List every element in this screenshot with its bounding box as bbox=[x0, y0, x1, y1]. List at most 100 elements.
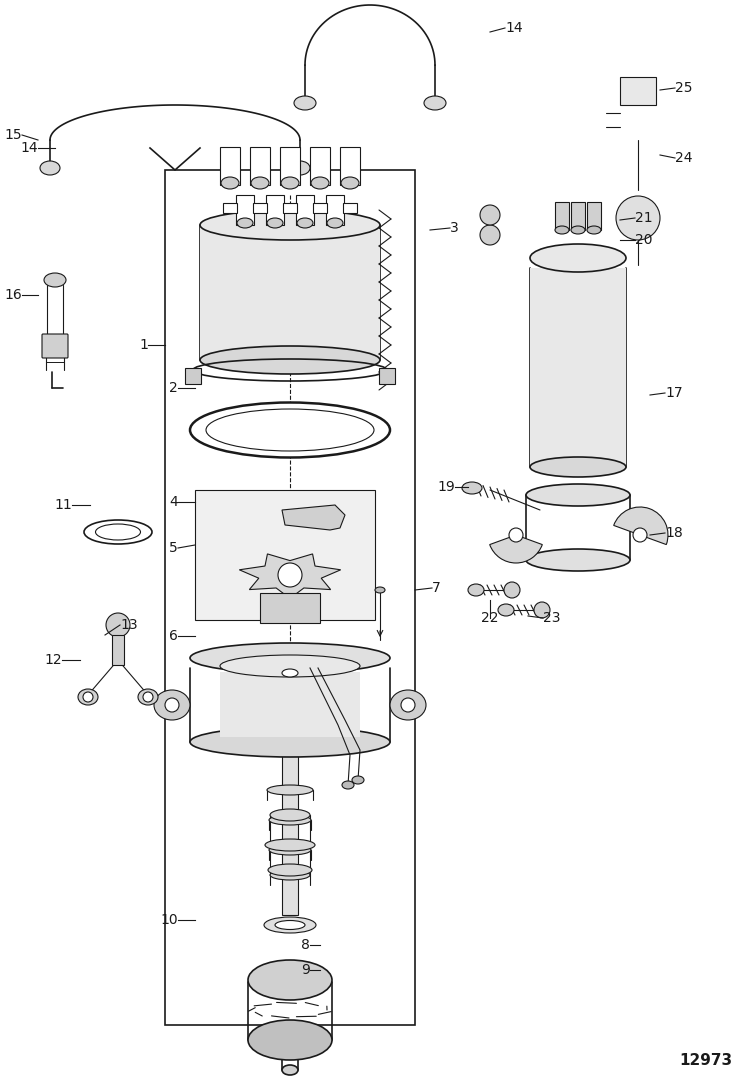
Bar bbox=[236, 195, 254, 225]
Bar bbox=[260, 593, 320, 624]
Ellipse shape bbox=[190, 643, 390, 673]
Ellipse shape bbox=[44, 273, 66, 287]
Ellipse shape bbox=[294, 96, 316, 110]
Ellipse shape bbox=[265, 839, 315, 851]
Text: 6: 6 bbox=[170, 629, 178, 643]
Bar bbox=[112, 636, 124, 665]
Ellipse shape bbox=[200, 210, 380, 240]
Ellipse shape bbox=[248, 1020, 332, 1060]
Text: 4: 4 bbox=[170, 495, 178, 509]
Ellipse shape bbox=[268, 864, 312, 876]
Text: 20: 20 bbox=[635, 233, 652, 247]
Bar bbox=[250, 147, 270, 185]
Text: 14: 14 bbox=[20, 141, 38, 155]
Text: 3: 3 bbox=[450, 221, 459, 235]
Circle shape bbox=[143, 692, 153, 702]
Circle shape bbox=[106, 613, 130, 637]
Text: 18: 18 bbox=[665, 526, 682, 541]
Ellipse shape bbox=[281, 177, 299, 189]
Bar bbox=[195, 490, 375, 620]
Ellipse shape bbox=[275, 921, 305, 929]
Ellipse shape bbox=[468, 584, 484, 596]
Circle shape bbox=[278, 563, 302, 587]
Bar bbox=[326, 195, 344, 225]
Text: 19: 19 bbox=[437, 480, 455, 494]
Ellipse shape bbox=[40, 161, 60, 175]
Ellipse shape bbox=[251, 177, 269, 189]
Bar bbox=[530, 268, 626, 467]
Text: 21: 21 bbox=[635, 211, 652, 225]
Bar bbox=[313, 203, 327, 213]
Text: 13: 13 bbox=[120, 618, 138, 632]
Ellipse shape bbox=[311, 177, 329, 189]
Ellipse shape bbox=[526, 484, 630, 506]
Circle shape bbox=[616, 195, 660, 240]
Bar bbox=[282, 747, 298, 915]
Ellipse shape bbox=[341, 177, 359, 189]
Ellipse shape bbox=[297, 218, 313, 228]
Text: 16: 16 bbox=[4, 288, 22, 302]
Text: 1: 1 bbox=[140, 339, 148, 352]
Ellipse shape bbox=[530, 456, 626, 477]
Text: 25: 25 bbox=[675, 81, 692, 95]
Circle shape bbox=[504, 582, 520, 598]
Bar bbox=[280, 147, 300, 185]
Ellipse shape bbox=[352, 776, 364, 784]
Text: 23: 23 bbox=[543, 612, 560, 625]
Polygon shape bbox=[282, 505, 345, 530]
Circle shape bbox=[509, 529, 523, 542]
Ellipse shape bbox=[269, 845, 311, 855]
Ellipse shape bbox=[282, 1065, 298, 1075]
Ellipse shape bbox=[282, 669, 298, 677]
Bar bbox=[220, 147, 240, 185]
Ellipse shape bbox=[269, 815, 311, 824]
Ellipse shape bbox=[390, 690, 426, 720]
Bar bbox=[340, 147, 360, 185]
Ellipse shape bbox=[571, 226, 585, 234]
Bar bbox=[571, 202, 585, 230]
Ellipse shape bbox=[342, 781, 354, 790]
Text: 17: 17 bbox=[665, 385, 682, 400]
Text: 10: 10 bbox=[160, 913, 178, 927]
Text: 8: 8 bbox=[301, 938, 310, 952]
Circle shape bbox=[401, 698, 415, 712]
Ellipse shape bbox=[190, 727, 390, 757]
Text: 12: 12 bbox=[44, 653, 62, 667]
Ellipse shape bbox=[237, 218, 253, 228]
Ellipse shape bbox=[206, 410, 374, 451]
Ellipse shape bbox=[267, 218, 283, 228]
Bar bbox=[283, 203, 297, 213]
Ellipse shape bbox=[290, 161, 310, 175]
Ellipse shape bbox=[270, 870, 310, 880]
Ellipse shape bbox=[267, 785, 313, 795]
Polygon shape bbox=[239, 554, 340, 598]
Ellipse shape bbox=[327, 218, 343, 228]
Bar bbox=[379, 368, 395, 384]
Ellipse shape bbox=[375, 587, 385, 593]
Ellipse shape bbox=[424, 96, 446, 110]
Text: 11: 11 bbox=[54, 498, 72, 512]
Circle shape bbox=[83, 692, 93, 702]
Ellipse shape bbox=[95, 524, 140, 541]
Bar bbox=[253, 203, 267, 213]
Bar bbox=[266, 195, 284, 225]
Ellipse shape bbox=[190, 403, 390, 458]
Ellipse shape bbox=[78, 689, 98, 705]
Circle shape bbox=[480, 205, 500, 225]
Bar bbox=[185, 368, 201, 384]
Bar bbox=[165, 170, 415, 1025]
Text: 15: 15 bbox=[4, 128, 22, 142]
Ellipse shape bbox=[248, 960, 332, 1000]
Ellipse shape bbox=[526, 549, 630, 571]
Wedge shape bbox=[614, 507, 668, 545]
Bar bbox=[296, 195, 314, 225]
Wedge shape bbox=[490, 535, 542, 563]
Text: 12973: 12973 bbox=[679, 1053, 732, 1068]
Ellipse shape bbox=[530, 244, 626, 272]
Ellipse shape bbox=[220, 655, 360, 677]
Ellipse shape bbox=[200, 346, 380, 373]
Ellipse shape bbox=[587, 226, 601, 234]
Ellipse shape bbox=[555, 226, 569, 234]
Ellipse shape bbox=[270, 809, 310, 821]
Ellipse shape bbox=[462, 482, 482, 494]
